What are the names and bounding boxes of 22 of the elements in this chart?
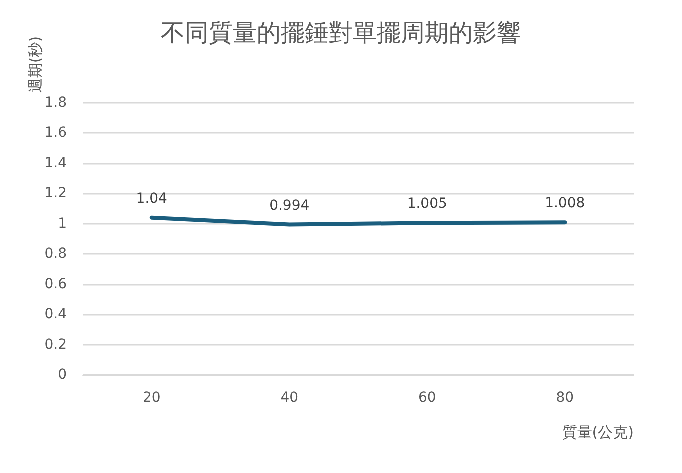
y-tick-label: 0 — [58, 367, 67, 383]
y-tick-label: 0.4 — [44, 306, 68, 323]
y-tick-label: 1 — [58, 216, 67, 232]
x-axis-title: 質量(公克) — [562, 424, 634, 442]
y-tick-label: 0.8 — [44, 246, 67, 262]
y-tick-label: 0.6 — [44, 276, 68, 292]
x-tick-label: 40 — [280, 390, 299, 406]
y-tick-label: 1.8 — [44, 95, 67, 111]
x-tick-label: 80 — [556, 390, 574, 406]
data-label: 1.008 — [545, 196, 586, 212]
data-label: 0.994 — [270, 198, 310, 214]
data-label: 1.04 — [136, 190, 168, 207]
y-tick-label: 1.2 — [44, 186, 67, 202]
data-label: 1.005 — [407, 196, 448, 212]
y-axis-title: 週期(秒) — [26, 36, 44, 94]
y-tick-label: 1.6 — [44, 125, 68, 142]
x-tick-label: 60 — [418, 390, 436, 406]
x-tick-label: 20 — [142, 390, 161, 406]
y-tick-label: 1.4 — [44, 155, 68, 172]
y-tick-label: 0.2 — [44, 336, 67, 353]
line-series — [150, 216, 568, 227]
chart-title: 不同質量的擺錘對單擺周期的影響 — [161, 19, 521, 47]
